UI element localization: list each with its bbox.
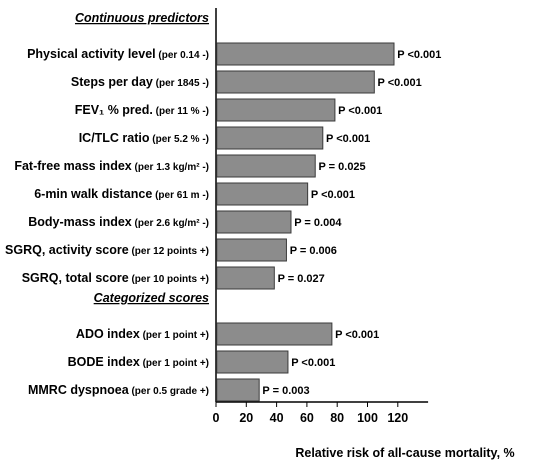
category-label: Physical activity level (per 0.14 -) [27, 47, 209, 61]
category-name: 6-min walk distance [34, 187, 152, 201]
category-detail: (per 11 % -) [153, 106, 209, 117]
category-name: MMRC dyspnoea [28, 383, 130, 397]
category-label: SGRQ, activity score (per 12 points +) [5, 243, 209, 257]
category-detail: (per 0.14 -) [156, 50, 209, 61]
category-label: MMRC dyspnoea (per 0.5 grade +) [28, 383, 209, 397]
category-label: Fat-free mass index (per 1.3 kg/m² -) [14, 159, 209, 173]
x-tick-label: 60 [300, 411, 314, 425]
category-label: Steps per day (per 1845 -) [71, 75, 209, 89]
category-detail: (per 10 points +) [129, 274, 209, 285]
x-tick-label: 40 [270, 411, 284, 425]
bar [216, 154, 316, 178]
category-detail: (per 61 m -) [152, 190, 209, 201]
p-value-label: P = 0.004 [294, 217, 342, 229]
p-value-label: P = 0.025 [318, 161, 365, 173]
category-detail: (per 1 point +) [140, 358, 209, 369]
category-detail: (per 0.5 grade +) [129, 386, 209, 397]
category-name: ADO index [76, 327, 140, 341]
category-detail: (per 1.3 kg/m² -) [132, 162, 209, 173]
category-label: 6-min walk distance (per 61 m -) [34, 187, 209, 201]
category-detail: (per 2.6 kg/m² -) [132, 218, 209, 229]
bar [216, 238, 287, 262]
category-label: FEV₁ % pred. (per 11 % -) [75, 103, 209, 117]
x-tick-label: 80 [330, 411, 344, 425]
category-name: IC/TLC ratio [79, 131, 150, 145]
category-detail: (per 12 points +) [129, 246, 209, 257]
group-heading: Continuous predictors [75, 11, 209, 25]
x-tick-label: 100 [357, 411, 378, 425]
category-name: BODE index [68, 355, 140, 369]
category-label: ADO index (per 1 point +) [76, 327, 209, 341]
category-name: Body-mass index [28, 215, 132, 229]
category-name: Physical activity level [27, 47, 156, 61]
category-name: Fat-free mass index [14, 159, 131, 173]
group-heading: Categorized scores [94, 291, 209, 305]
bar [216, 98, 336, 122]
bar [216, 322, 333, 346]
p-value-label: P <0.001 [335, 329, 379, 341]
bar [216, 182, 309, 206]
bar [216, 378, 260, 402]
x-tick-label: 20 [239, 411, 253, 425]
category-detail: (per 5.2 % -) [150, 134, 209, 145]
category-label: Body-mass index (per 2.6 kg/m² -) [28, 215, 209, 229]
p-value-label: P = 0.027 [278, 273, 325, 285]
bar [216, 350, 289, 374]
p-value-label: P <0.001 [378, 77, 422, 89]
p-value-label: P <0.001 [326, 133, 370, 145]
category-name: SGRQ, activity score [5, 243, 129, 257]
category-name: Steps per day [71, 75, 153, 89]
x-tick-label: 0 [213, 411, 220, 425]
p-value-label: P <0.001 [397, 49, 441, 61]
p-value-label: P = 0.003 [262, 385, 309, 397]
category-label: SGRQ, total score (per 10 points +) [22, 271, 209, 285]
bar [216, 42, 395, 66]
category-detail: (per 1 point +) [140, 330, 209, 341]
category-label: BODE index (per 1 point +) [68, 355, 209, 369]
category-name: SGRQ, total score [22, 271, 129, 285]
p-value-label: P <0.001 [291, 357, 335, 369]
category-label: IC/TLC ratio (per 5.2 % -) [79, 131, 209, 145]
bar [216, 70, 375, 94]
p-value-label: P = 0.006 [290, 245, 337, 257]
p-value-label: P <0.001 [338, 105, 382, 117]
x-tick-label: 120 [387, 411, 408, 425]
category-detail: (per 1845 -) [153, 78, 209, 89]
bar [216, 266, 275, 290]
x-axis-label: Relative risk of all-cause mortality, % [295, 446, 514, 460]
bar [216, 126, 324, 150]
bar [216, 210, 292, 234]
category-name: FEV₁ % pred. [75, 103, 153, 117]
p-value-label: P <0.001 [311, 189, 355, 201]
